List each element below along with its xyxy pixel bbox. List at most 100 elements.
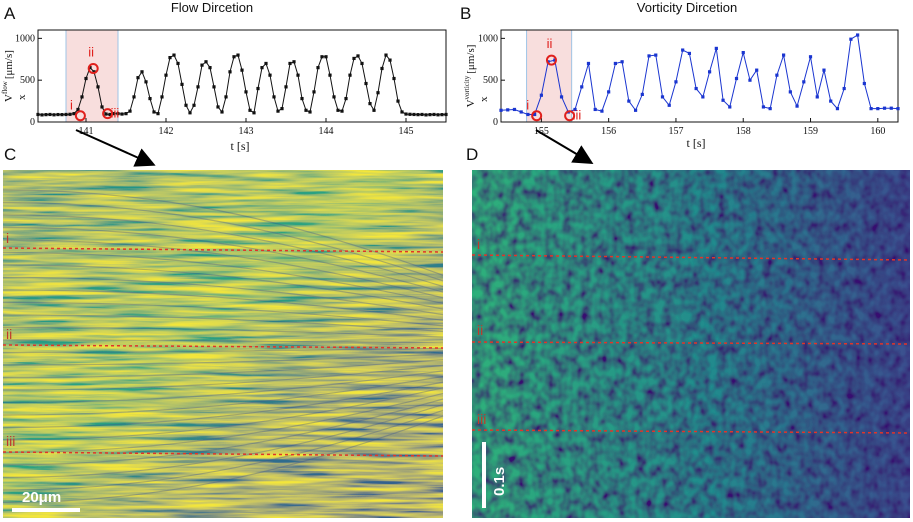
- chart-a-point-5: [56, 112, 60, 117]
- streak-14: [2, 353, 444, 366]
- chart-a-point-31: [160, 95, 164, 99]
- chart-a-point-28: [148, 96, 152, 101]
- kymograph-flow: i ii iii 20μm: [2, 170, 444, 518]
- chart-a-point-73: [328, 73, 332, 77]
- streak-17: [2, 370, 444, 404]
- chart-a-point-86: [380, 66, 384, 71]
- chart-a-point-49: [232, 55, 236, 59]
- chart-a-point-35: [176, 61, 180, 66]
- chart-a-point-74: [332, 95, 336, 99]
- chart-b-point-13: [586, 61, 591, 66]
- chart-b-frame: [500, 29, 899, 123]
- chart-a-point-18: [108, 112, 112, 117]
- chart-a-point-10: [76, 107, 80, 112]
- chart-b-point-30: [701, 95, 705, 99]
- chart-a-point-98: [428, 113, 432, 117]
- chart-a-point-29: [152, 110, 156, 114]
- chart-b-point-5: [533, 112, 537, 117]
- chart-a-point-83: [368, 102, 372, 106]
- chart-a-point-7: [64, 112, 68, 117]
- chart-a-point-82: [364, 81, 368, 86]
- chart-b-ylabel-main: V: [465, 99, 477, 107]
- chart-b-marker-label-i: i: [526, 98, 529, 113]
- chart-a-point-59: [272, 95, 276, 99]
- chart-a-highlight-window: [65, 29, 119, 123]
- chart-a-point-51: [240, 68, 244, 72]
- chart-a-point-93: [408, 112, 412, 116]
- chart-b-point-57: [882, 106, 887, 110]
- chart-b-point-45: [802, 80, 806, 84]
- chart-a-point-71: [320, 55, 324, 59]
- panel-letter-b: B: [460, 4, 471, 23]
- chart-a-ytick-label-0: 0: [30, 117, 35, 128]
- chart-a-point-91: [400, 110, 404, 114]
- chart-a-ylabel-sub: x: [16, 94, 28, 100]
- chart-a-point-76: [340, 109, 344, 113]
- chart-b-point-0: [499, 108, 503, 112]
- chart-a-point-46: [220, 110, 224, 114]
- chart-a-point-30: [156, 112, 160, 116]
- chart-a-point-60: [276, 109, 280, 113]
- kymo-d-line-iii: [471, 429, 911, 434]
- chart-b-highlight-window: [526, 29, 573, 123]
- chart-a-point-102: [444, 112, 448, 117]
- chart-a-point-53: [248, 108, 252, 112]
- streak-6: [2, 264, 444, 310]
- panel-letter-a: A: [4, 4, 16, 23]
- chart-a-point-4: [52, 113, 56, 117]
- kymo-d-label-iii: iii: [477, 411, 486, 427]
- chart-a-point-50: [236, 53, 240, 57]
- chart-b-point-46: [808, 55, 813, 59]
- chart-a-point-95: [416, 113, 420, 117]
- chart-a-point-36: [180, 82, 184, 86]
- streak-25: [2, 415, 444, 504]
- chart-b-point-54: [862, 81, 866, 86]
- kymograph-flow-image: [3, 170, 443, 518]
- chart-b-point-43: [788, 90, 792, 94]
- chart-a-point-58: [268, 73, 272, 77]
- chart-b-point-20: [633, 108, 638, 112]
- chart-a-point-68: [308, 110, 312, 114]
- streak-1: [2, 201, 444, 282]
- streak-9: [2, 301, 444, 327]
- chart-b-point-23: [654, 53, 658, 57]
- chart-a-ytick-label-1: 500: [20, 75, 35, 86]
- chart-a-point-61: [280, 107, 284, 111]
- chart-a-point-15: [96, 85, 100, 89]
- chart-a-point-38: [188, 111, 192, 115]
- chart-a-marker-label-ii: ii: [88, 44, 94, 59]
- chart-a-point-42: [204, 60, 208, 64]
- scale-bar-0-1s-label: 0.1s: [491, 467, 508, 496]
- chart-b-point-16: [607, 90, 611, 94]
- streak-13: [2, 347, 444, 354]
- svg-text:Vflow[μm/s]: Vflow[μm/s]: [1, 50, 15, 102]
- chart-a-point-45: [216, 105, 220, 109]
- kymo-c-label-ii: ii: [6, 326, 12, 342]
- chart-a-point-11: [80, 95, 84, 99]
- chart-b-xtick-label-3: 158: [736, 126, 751, 137]
- chart-b-point-31: [707, 70, 712, 74]
- kymo-d-line-i: [471, 254, 911, 261]
- chart-a-point-52: [244, 90, 248, 94]
- chart-b-point-25: [667, 103, 671, 107]
- chart-b-point-4: [526, 112, 530, 117]
- chart-b-xtick-label-5: 160: [870, 126, 885, 137]
- chart-b-ylabel-sub: x: [478, 96, 490, 102]
- chart-b-point-9: [559, 95, 564, 99]
- streak-24: [2, 409, 444, 491]
- chart-b-point-15: [600, 109, 604, 113]
- chart-b-point-39: [761, 105, 766, 109]
- chart-a-point-33: [168, 56, 172, 60]
- chart-a-point-25: [136, 76, 140, 80]
- chart-b-point-6: [539, 93, 543, 97]
- streak-5: [2, 251, 444, 304]
- chart-a-x-label: t [s]: [231, 139, 250, 153]
- streak-0: [2, 189, 444, 276]
- chart-a-point-77: [344, 96, 348, 101]
- kymo-c-line-i: [2, 247, 444, 253]
- streak-11: [2, 326, 444, 338]
- kymo-c-line-iii: [2, 451, 444, 457]
- chart-a-point-0: [36, 112, 40, 117]
